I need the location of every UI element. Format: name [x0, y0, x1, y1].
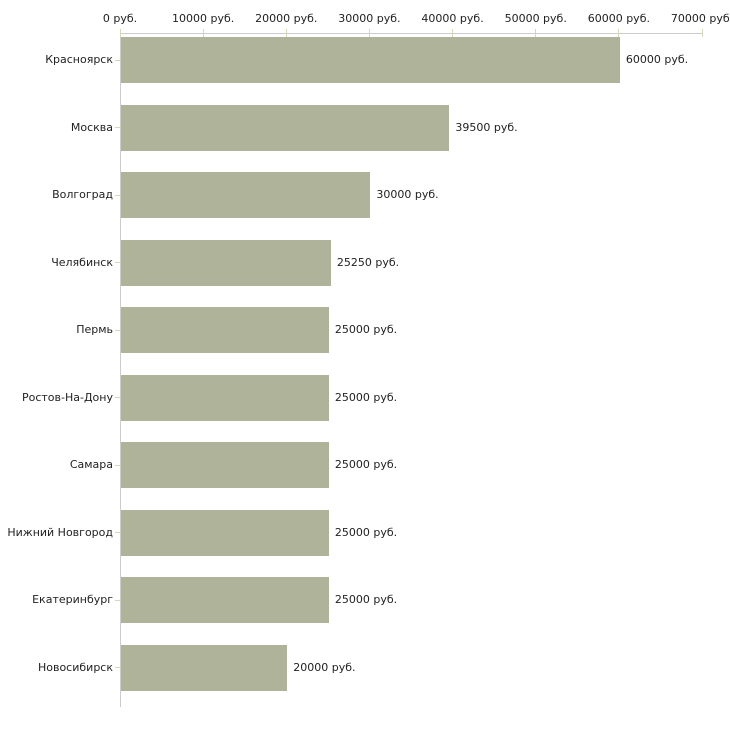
- bar: [121, 104, 450, 151]
- x-tick-label: 0 руб.: [102, 12, 138, 25]
- category-label: Нижний Новгород: [7, 525, 113, 539]
- bar: [121, 307, 329, 353]
- y-tick: [115, 667, 120, 668]
- x-axis-line: [120, 33, 702, 34]
- x-tick: [701, 29, 703, 37]
- category-label: Пермь: [76, 323, 113, 336]
- bar-value-label: 25000 руб.: [334, 458, 398, 471]
- x-tick: [535, 29, 537, 37]
- category-label: Москва: [70, 120, 113, 134]
- y-tick: [115, 127, 120, 128]
- x-tick-label: 40000 руб.: [421, 12, 484, 25]
- bar: [121, 442, 329, 488]
- y-tick: [115, 59, 120, 61]
- y-tick: [115, 194, 120, 196]
- category-label: Волгоград: [52, 188, 113, 201]
- y-axis-line: [120, 33, 121, 707]
- x-tick-label: 30000 руб.: [338, 12, 401, 25]
- bar: [121, 239, 331, 286]
- y-tick: [115, 532, 120, 533]
- bar-value-label: 20000 руб.: [293, 660, 356, 674]
- bar-value-label: 25000 руб.: [334, 323, 398, 336]
- x-tick-label: 20000 руб.: [255, 12, 318, 25]
- x-tick-label: 70000 руб.: [670, 12, 730, 25]
- bar: [121, 644, 288, 691]
- category-label: Ростов-На-Дону: [21, 390, 113, 404]
- y-tick: [115, 262, 120, 263]
- category-label: Новосибирск: [37, 660, 113, 674]
- bar: [121, 577, 329, 623]
- bar-value-label: 30000 руб.: [376, 188, 439, 201]
- category-label: Челябинск: [51, 255, 113, 269]
- category-label: Красноярск: [45, 53, 113, 66]
- bar-value-label: 60000 руб.: [625, 53, 689, 66]
- bar: [121, 509, 329, 556]
- bar-value-label: 25000 руб.: [334, 525, 398, 539]
- x-tick-label: 60000 руб.: [587, 12, 650, 25]
- bar: [121, 172, 371, 218]
- y-tick: [115, 599, 120, 601]
- x-tick: [119, 29, 121, 37]
- category-label: Самара: [69, 458, 113, 471]
- x-tick: [285, 29, 287, 37]
- x-tick: [618, 29, 620, 37]
- x-tick: [452, 29, 454, 37]
- bar: [121, 374, 329, 421]
- bar-value-label: 25000 руб.: [334, 390, 398, 404]
- category-label: Екатеринбург: [32, 593, 113, 606]
- bar: [121, 37, 620, 83]
- bar-value-label: 39500 руб.: [455, 120, 518, 134]
- x-tick-label: 10000 руб.: [172, 12, 235, 25]
- y-tick: [115, 397, 120, 398]
- y-tick: [115, 329, 120, 331]
- bar-value-label: 25000 руб.: [334, 593, 398, 606]
- x-tick: [202, 29, 204, 37]
- x-tick: [368, 29, 370, 37]
- x-tick-label: 50000 руб.: [504, 12, 567, 25]
- y-tick: [115, 464, 120, 466]
- bar-value-label: 25250 руб.: [336, 255, 400, 269]
